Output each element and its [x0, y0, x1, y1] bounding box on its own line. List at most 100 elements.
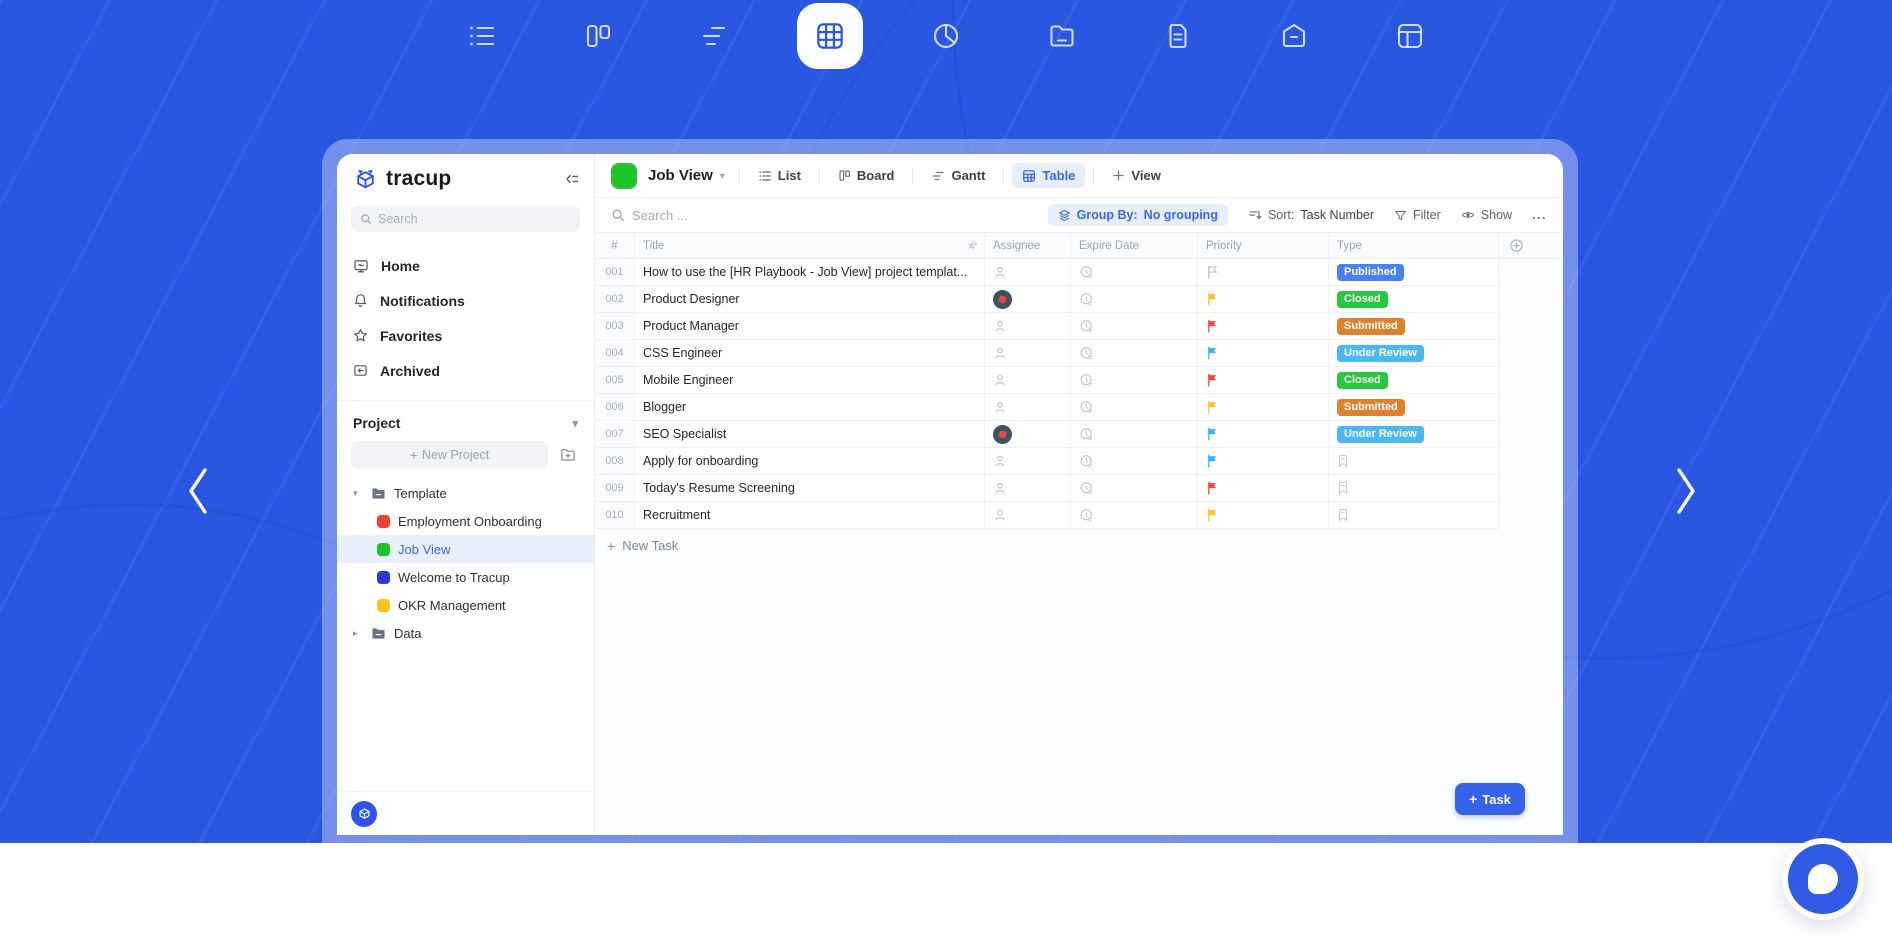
add-column-button[interactable] [1499, 233, 1563, 258]
group-by-control[interactable]: Group By: No grouping [1047, 204, 1228, 226]
table-row[interactable]: 005 Mobile Engineer Closed [595, 367, 1499, 394]
tracup-badge-icon[interactable] [351, 800, 377, 827]
folder-data[interactable]: ▸ Data [337, 619, 594, 647]
more-options-button[interactable]: ... [1532, 208, 1547, 222]
project-item-job-view[interactable]: Job View [337, 535, 594, 563]
expire-date-cell[interactable] [1071, 394, 1198, 420]
project-item-welcome-to-tracup[interactable]: Welcome to Tracup [337, 563, 594, 591]
type-cell[interactable]: Closed [1329, 286, 1499, 312]
home-view-icon[interactable] [1277, 19, 1312, 54]
table-search-input[interactable]: Search ... [611, 208, 688, 223]
expire-date-cell[interactable] [1071, 259, 1198, 285]
table-row[interactable]: 009 Today's Resume Screening [595, 475, 1499, 502]
layout-view-icon[interactable] [1393, 19, 1428, 54]
type-cell[interactable]: Under Review [1329, 340, 1499, 366]
task-title[interactable]: Product Manager [635, 313, 985, 339]
column-header-expire-date[interactable]: Expire Date [1071, 233, 1198, 258]
table-row[interactable]: 008 Apply for onboarding [595, 448, 1499, 475]
assignee-cell[interactable] [985, 502, 1071, 528]
chevron-down-icon[interactable]: ▾ [719, 171, 725, 182]
expire-date-cell[interactable] [1071, 286, 1198, 312]
priority-flag[interactable] [1198, 367, 1329, 393]
table-row[interactable]: 002 Product Designer Closed [595, 286, 1499, 313]
column-header-title[interactable]: Title [635, 233, 985, 258]
task-title[interactable]: Apply for onboarding [635, 448, 985, 474]
expire-date-cell[interactable] [1071, 313, 1198, 339]
table-row[interactable]: 010 Recruitment [595, 502, 1499, 529]
assignee-cell[interactable] [985, 313, 1071, 339]
priority-flag[interactable] [1198, 340, 1329, 366]
table-view-icon[interactable] [797, 3, 863, 69]
task-title[interactable]: Today's Resume Screening [635, 475, 985, 501]
priority-flag[interactable] [1198, 421, 1329, 447]
pin-icon[interactable] [967, 240, 978, 251]
column-header-number[interactable]: # [595, 233, 635, 258]
column-header-assignee[interactable]: Assignee [985, 233, 1071, 258]
expire-date-cell[interactable] [1071, 502, 1198, 528]
gantt-view-icon[interactable] [697, 19, 732, 54]
expire-date-cell[interactable] [1071, 475, 1198, 501]
new-task-button[interactable]: + New Task [595, 529, 745, 553]
expire-date-cell[interactable] [1071, 421, 1198, 447]
type-cell[interactable] [1329, 502, 1499, 528]
type-cell[interactable] [1329, 448, 1499, 474]
assignee-cell[interactable] [985, 286, 1071, 312]
assignee-cell[interactable] [985, 259, 1071, 285]
expire-date-cell[interactable] [1071, 367, 1198, 393]
task-title[interactable]: Blogger [635, 394, 985, 420]
expire-date-cell[interactable] [1071, 448, 1198, 474]
list-view-icon[interactable] [465, 19, 500, 54]
type-cell[interactable]: Submitted [1329, 394, 1499, 420]
type-cell[interactable]: Closed [1329, 367, 1499, 393]
show-control[interactable]: Show [1461, 208, 1512, 222]
assignee-cell[interactable] [985, 421, 1071, 447]
assignee-cell[interactable] [985, 475, 1071, 501]
board-view-icon[interactable] [581, 19, 616, 54]
task-title[interactable]: SEO Specialist [635, 421, 985, 447]
sort-control[interactable]: Sort: Task Number [1248, 208, 1374, 222]
task-title[interactable]: Mobile Engineer [635, 367, 985, 393]
project-item-okr-management[interactable]: OKR Management [337, 591, 594, 619]
document-view-icon[interactable] [1161, 19, 1196, 54]
tab-table[interactable]: Table [1012, 163, 1086, 188]
type-cell[interactable] [1329, 475, 1499, 501]
assignee-cell[interactable] [985, 394, 1071, 420]
sidebar-item-favorites[interactable]: Favorites [337, 318, 594, 353]
priority-flag[interactable] [1198, 259, 1329, 285]
priority-flag[interactable] [1198, 394, 1329, 420]
folder-template[interactable]: ▾ Template [337, 479, 594, 507]
sidebar-item-notifications[interactable]: Notifications [337, 283, 594, 318]
folder-view-icon[interactable] [1045, 19, 1080, 54]
priority-flag[interactable] [1198, 448, 1329, 474]
add-task-button[interactable]: + Task [1455, 783, 1525, 815]
chevron-down-icon[interactable]: ▾ [353, 487, 358, 498]
column-header-priority[interactable]: Priority [1198, 233, 1329, 258]
type-cell[interactable]: Published [1329, 259, 1499, 285]
task-title[interactable]: How to use the [HR Playbook - Job View] … [635, 259, 985, 285]
task-title[interactable]: CSS Engineer [635, 340, 985, 366]
expire-date-cell[interactable] [1071, 340, 1198, 366]
table-row[interactable]: 001 How to use the [HR Playbook - Job Vi… [595, 259, 1499, 286]
sidebar-item-archived[interactable]: Archived [337, 353, 594, 388]
sidebar-search-input[interactable]: Search [351, 206, 580, 232]
pie-chart-view-icon[interactable] [929, 19, 964, 54]
tab-list[interactable]: List [748, 163, 811, 188]
tab-gantt[interactable]: Gantt [921, 163, 995, 188]
assignee-cell[interactable] [985, 340, 1071, 366]
project-item-employment-onboarding[interactable]: Employment Onboarding [337, 507, 594, 535]
assignee-cell[interactable] [985, 367, 1071, 393]
priority-flag[interactable] [1198, 313, 1329, 339]
priority-flag[interactable] [1198, 475, 1329, 501]
tab-board[interactable]: Board [828, 163, 905, 188]
task-title[interactable]: Recruitment [635, 502, 985, 528]
chevron-right-icon[interactable]: ▸ [353, 627, 358, 638]
carousel-previous-button[interactable] [183, 462, 213, 520]
table-row[interactable]: 003 Product Manager Submitted [595, 313, 1499, 340]
filter-control[interactable]: Filter [1394, 208, 1441, 222]
priority-flag[interactable] [1198, 502, 1329, 528]
sidebar-item-home[interactable]: Home [337, 248, 594, 283]
carousel-next-button[interactable] [1671, 462, 1701, 520]
table-row[interactable]: 004 CSS Engineer Under Review [595, 340, 1499, 367]
table-row[interactable]: 007 SEO Specialist Under Review [595, 421, 1499, 448]
assignee-cell[interactable] [985, 448, 1071, 474]
